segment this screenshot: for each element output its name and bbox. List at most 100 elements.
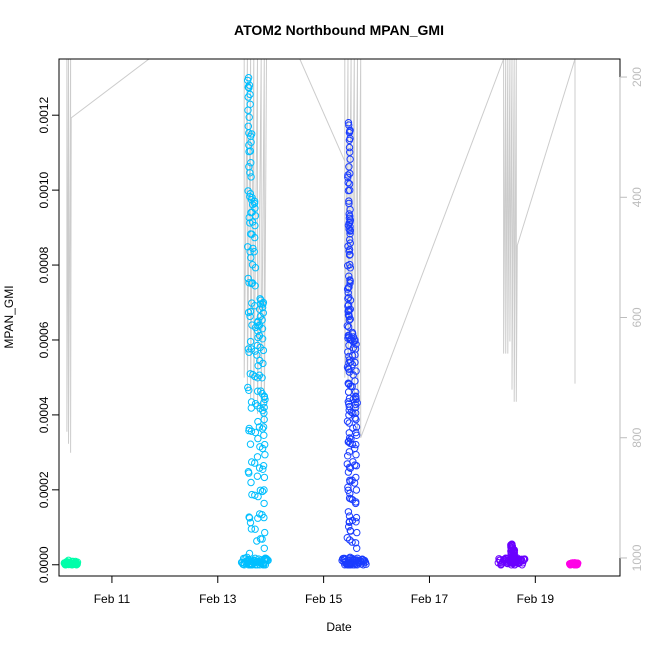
data-point <box>348 538 356 546</box>
data-point <box>346 230 354 238</box>
data-point <box>245 81 254 89</box>
data-point <box>247 398 256 406</box>
data-point <box>260 561 268 569</box>
data-point <box>260 544 268 552</box>
data-point <box>345 448 354 456</box>
data-point <box>348 330 357 338</box>
data-point <box>261 395 269 404</box>
data-point <box>263 555 271 563</box>
data-point <box>260 513 268 522</box>
data-point <box>346 264 354 272</box>
y-tick-label: 0.0000 <box>37 546 51 583</box>
data-point <box>253 537 261 545</box>
data-point <box>346 536 354 544</box>
data-point <box>260 473 269 482</box>
data-point <box>258 325 267 333</box>
data-point <box>259 309 267 317</box>
data-point <box>247 254 255 262</box>
data-point <box>246 169 254 177</box>
data-point <box>258 535 266 543</box>
data-point <box>344 468 353 476</box>
data-point <box>352 423 361 431</box>
data-point <box>259 346 268 355</box>
data-point <box>343 417 352 425</box>
data-point <box>346 250 354 259</box>
secondary-tick-label: 800 <box>630 427 644 447</box>
x-axis: Feb 11 Feb 13 Feb 15 Feb 17 Feb 19 <box>94 575 554 606</box>
data-point <box>346 235 354 244</box>
data-point <box>245 514 254 522</box>
data-point <box>352 451 360 459</box>
data-point <box>346 276 354 284</box>
data-point <box>344 302 352 310</box>
data-point <box>352 388 360 396</box>
data-point <box>343 534 351 542</box>
data-point <box>346 223 354 231</box>
data-point <box>259 462 268 470</box>
data-point <box>259 423 268 431</box>
data-point <box>346 239 354 247</box>
y-axis-label: MPAN_GMI <box>2 285 16 348</box>
data-point <box>251 204 259 213</box>
data-point <box>247 525 256 533</box>
data-point <box>246 337 255 346</box>
x-tick-label: Feb 17 <box>411 592 449 606</box>
plot-area-frame <box>58 58 621 577</box>
data-point <box>251 428 260 437</box>
chart-title: ATOM2 Northbound MPAN_GMI <box>234 22 444 38</box>
data-point <box>346 226 354 234</box>
data-point <box>259 300 267 308</box>
data-point <box>247 345 256 353</box>
data-point <box>253 351 261 359</box>
data-point <box>574 559 582 567</box>
data-point <box>261 440 269 449</box>
data-point <box>247 159 255 167</box>
data-point <box>254 387 262 395</box>
data-point <box>254 492 262 501</box>
x-tick-label: Feb 11 <box>94 592 131 606</box>
data-point <box>346 169 354 178</box>
data-point <box>353 399 361 407</box>
data-point <box>256 561 264 569</box>
data-point <box>258 487 267 496</box>
data-point <box>244 274 252 283</box>
data-point <box>346 148 354 156</box>
data-point <box>258 316 266 324</box>
data-point <box>264 556 272 565</box>
data-point <box>251 459 259 467</box>
data-point <box>245 113 253 121</box>
data-point <box>352 462 361 470</box>
data-point <box>352 440 360 449</box>
data-point <box>251 212 260 220</box>
secondary-y-axis: 200 400 600 800 1000 <box>619 67 644 571</box>
data-point <box>344 307 352 316</box>
data-point <box>251 561 260 569</box>
data-point <box>246 90 254 99</box>
data-point <box>346 315 354 323</box>
data-point <box>345 411 353 419</box>
data-point <box>345 247 353 255</box>
data-point <box>352 367 360 375</box>
data-point <box>260 486 268 494</box>
y-tick-label: 0.0004 <box>37 396 51 433</box>
data-point <box>251 491 259 499</box>
x-tick-label: Feb 15 <box>305 592 343 606</box>
series-5 <box>566 559 582 569</box>
data-point <box>246 440 255 448</box>
data-point <box>254 417 262 426</box>
data-point <box>258 303 267 312</box>
data-point <box>344 294 352 303</box>
data-point <box>260 499 268 508</box>
data-point <box>344 438 352 446</box>
secondary-tick-label: 200 <box>630 67 644 87</box>
data-point <box>247 427 256 435</box>
data-point <box>351 351 359 359</box>
data-point <box>261 451 269 459</box>
data-point <box>345 316 354 324</box>
data-point <box>345 197 353 205</box>
pressure-trace-line <box>66 58 576 453</box>
data-point <box>253 453 262 461</box>
data-point <box>520 556 528 564</box>
data-point <box>352 431 361 439</box>
